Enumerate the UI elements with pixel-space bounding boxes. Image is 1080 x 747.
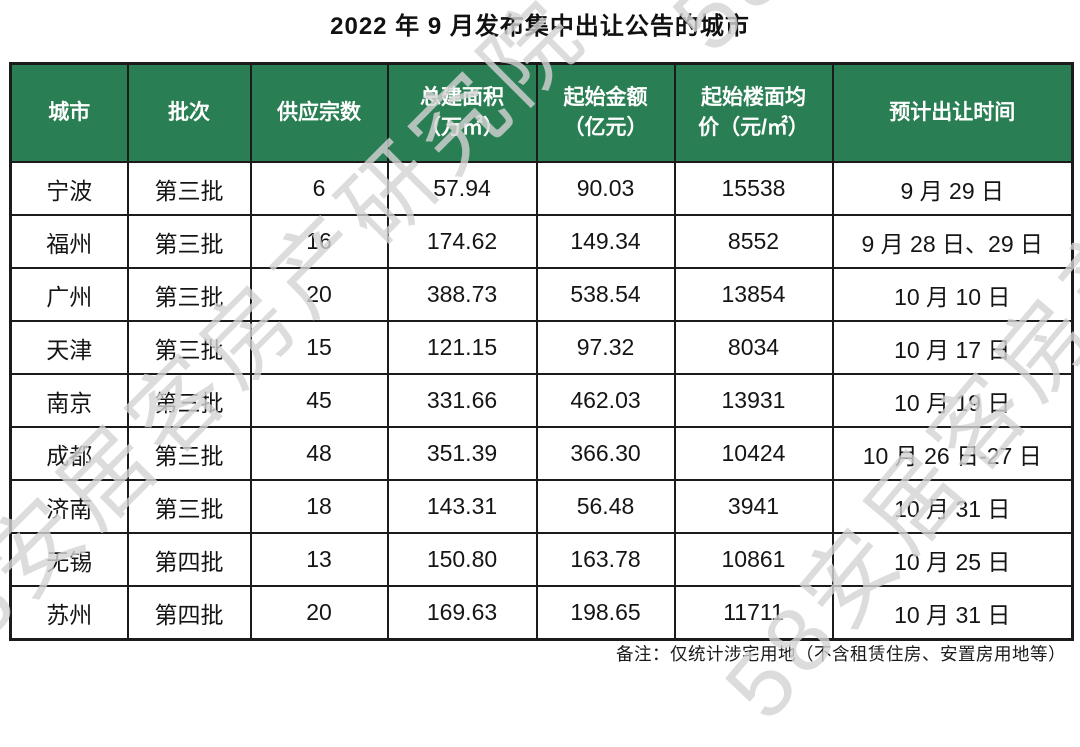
cell-batch: 第三批: [126, 320, 252, 375]
table-row: 南京 第三批 45 331.66 462.03 13931 10 月 19 日: [9, 373, 1074, 428]
cell-building-area: 351.39: [386, 426, 538, 481]
table-row: 广州 第三批 20 388.73 538.54 13854 10 月 10 日: [9, 267, 1074, 322]
cell-city: 成都: [9, 426, 129, 481]
cell-plot-count: 6: [249, 161, 389, 216]
cell-plot-count: 16: [249, 214, 389, 269]
header-row: 城市 批次 供应宗数 总建面积 （万㎡） 起始金额 （亿元） 起始楼面均 价（元…: [9, 62, 1074, 163]
cell-plot-count: 18: [249, 479, 389, 534]
cell-city: 南京: [9, 373, 129, 428]
cell-floor-price: 13854: [673, 267, 834, 322]
col-header-batch: 批次: [126, 62, 252, 163]
col-header-city: 城市: [9, 62, 129, 163]
cell-city: 苏州: [9, 585, 129, 641]
land-supply-table: 城市 批次 供应宗数 总建面积 （万㎡） 起始金额 （亿元） 起始楼面均 价（元…: [9, 62, 1074, 641]
table-row: 无锡 第四批 13 150.80 163.78 10861 10 月 25 日: [9, 532, 1074, 587]
cell-batch: 第四批: [126, 585, 252, 641]
cell-batch: 第三批: [126, 214, 252, 269]
cell-plot-count: 48: [249, 426, 389, 481]
table-row: 苏州 第四批 20 169.63 198.65 11711 10 月 31 日: [9, 585, 1074, 641]
cell-start-amount: 462.03: [535, 373, 676, 428]
table-row: 福州 第三批 16 174.62 149.34 8552 9 月 28 日、29 日: [9, 214, 1074, 269]
cell-floor-price: 8552: [673, 214, 834, 269]
col-header-building-area: 总建面积 （万㎡）: [386, 62, 538, 163]
cell-plot-count: 15: [249, 320, 389, 375]
cell-batch: 第三批: [126, 479, 252, 534]
cell-building-area: 388.73: [386, 267, 538, 322]
table-row: 济南 第三批 18 143.31 56.48 3941 10 月 31 日: [9, 479, 1074, 534]
cell-building-area: 143.31: [386, 479, 538, 534]
col-header-floor-price: 起始楼面均 价（元/㎡）: [673, 62, 834, 163]
cell-transfer-date: 9 月 28 日、29 日: [831, 214, 1074, 269]
cell-plot-count: 45: [249, 373, 389, 428]
cell-start-amount: 366.30: [535, 426, 676, 481]
table-row: 天津 第三批 15 121.15 97.32 8034 10 月 17 日: [9, 320, 1074, 375]
cell-transfer-date: 10 月 17 日: [831, 320, 1074, 375]
cell-city: 福州: [9, 214, 129, 269]
table-header: 城市 批次 供应宗数 总建面积 （万㎡） 起始金额 （亿元） 起始楼面均 价（元…: [9, 62, 1074, 163]
table-row: 成都 第三批 48 351.39 366.30 10424 10 月 26 日-27 日: [9, 426, 1074, 481]
cell-floor-price: 10861: [673, 532, 834, 587]
cell-building-area: 331.66: [386, 373, 538, 428]
cell-start-amount: 163.78: [535, 532, 676, 587]
cell-city: 无锡: [9, 532, 129, 587]
cell-city: 广州: [9, 267, 129, 322]
cell-transfer-date: 10 月 19 日: [831, 373, 1074, 428]
col-header-plot-count: 供应宗数: [249, 62, 389, 163]
cell-plot-count: 13: [249, 532, 389, 587]
table-row: 宁波 第三批 6 57.94 90.03 15538 9 月 29 日: [9, 161, 1074, 216]
cell-batch: 第四批: [126, 532, 252, 587]
cell-city: 济南: [9, 479, 129, 534]
cell-floor-price: 8034: [673, 320, 834, 375]
cell-building-area: 121.15: [386, 320, 538, 375]
cell-transfer-date: 9 月 29 日: [831, 161, 1074, 216]
cell-floor-price: 15538: [673, 161, 834, 216]
cell-start-amount: 538.54: [535, 267, 676, 322]
cell-batch: 第三批: [126, 426, 252, 481]
cell-floor-price: 10424: [673, 426, 834, 481]
cell-building-area: 150.80: [386, 532, 538, 587]
col-header-transfer-date: 预计出让时间: [831, 62, 1074, 163]
cell-start-amount: 149.34: [535, 214, 676, 269]
cell-start-amount: 198.65: [535, 585, 676, 641]
cell-transfer-date: 10 月 10 日: [831, 267, 1074, 322]
cell-city: 宁波: [9, 161, 129, 216]
cell-building-area: 169.63: [386, 585, 538, 641]
cell-transfer-date: 10 月 31 日: [831, 479, 1074, 534]
cell-start-amount: 56.48: [535, 479, 676, 534]
cell-floor-price: 13931: [673, 373, 834, 428]
footnote: 备注：仅统计涉宅用地（不含租赁住房、安置房用地等）: [616, 644, 1066, 664]
cell-start-amount: 97.32: [535, 320, 676, 375]
cell-plot-count: 20: [249, 585, 389, 641]
cell-batch: 第三批: [126, 373, 252, 428]
cell-batch: 第三批: [126, 161, 252, 216]
cell-building-area: 57.94: [386, 161, 538, 216]
col-header-start-amount: 起始金额 （亿元）: [535, 62, 676, 163]
cell-floor-price: 11711: [673, 585, 834, 641]
cell-city: 天津: [9, 320, 129, 375]
page-title: 2022 年 9 月发布集中出让公告的城市: [330, 13, 750, 40]
cell-transfer-date: 10 月 25 日: [831, 532, 1074, 587]
cell-batch: 第三批: [126, 267, 252, 322]
cell-building-area: 174.62: [386, 214, 538, 269]
cell-transfer-date: 10 月 31 日: [831, 585, 1074, 641]
cell-transfer-date: 10 月 26 日-27 日: [831, 426, 1074, 481]
cell-plot-count: 20: [249, 267, 389, 322]
cell-floor-price: 3941: [673, 479, 834, 534]
table-body: 宁波 第三批 6 57.94 90.03 15538 9 月 29 日福州 第三批 16 174.…: [9, 161, 1074, 641]
cell-start-amount: 90.03: [535, 161, 676, 216]
